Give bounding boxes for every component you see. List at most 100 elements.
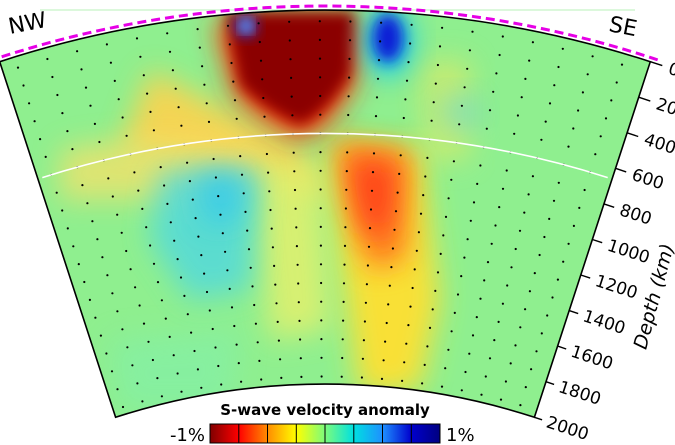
grid-point [343, 263, 346, 266]
grid-point [298, 319, 301, 322]
grid-point [376, 77, 380, 80]
grid-point [423, 363, 426, 366]
grid-point [499, 398, 503, 401]
grid-point [488, 109, 492, 112]
grid-point [440, 385, 444, 388]
grid-point [205, 290, 209, 294]
grid-point [374, 115, 378, 118]
grid-point [295, 226, 298, 229]
grid-point [501, 302, 504, 305]
grid-point [528, 290, 532, 293]
grid-point [230, 306, 234, 309]
grid-point [136, 382, 139, 385]
depth-tick-mark [603, 203, 615, 208]
grid-point [514, 247, 517, 251]
grid-point [394, 210, 398, 213]
grid-point [168, 335, 171, 338]
grid-point [166, 202, 169, 205]
velocity-anomaly-blobs [60, 10, 480, 410]
grid-point [196, 28, 199, 31]
grid-point [160, 395, 163, 398]
grid-point [121, 405, 125, 409]
fast-east-core [373, 14, 403, 62]
grid-point [405, 342, 408, 345]
grid-point [380, 377, 384, 380]
grid-point [379, 40, 382, 43]
grid-point [66, 130, 69, 133]
grid-point [117, 98, 120, 101]
grid-point [468, 49, 471, 52]
grid-point [277, 339, 280, 342]
grid-point [201, 65, 204, 68]
grid-point [348, 57, 351, 61]
grid-point [147, 340, 150, 343]
grid-point [142, 74, 145, 77]
grid-point [524, 77, 527, 80]
grid-point [260, 378, 263, 381]
grid-point [235, 117, 238, 120]
grid-point [279, 358, 282, 361]
depth-tick-label: 1200 [593, 271, 640, 303]
grid-point [111, 195, 114, 198]
grid-point [348, 39, 352, 42]
grid-point [546, 314, 549, 317]
nw-label: NW [6, 8, 49, 40]
grid-point [288, 20, 291, 23]
grid-point [552, 199, 556, 202]
grid-point [81, 184, 84, 187]
depth-tick-mark [557, 345, 567, 350]
grid-point [101, 256, 104, 259]
surface-dashed-line [0, 4, 663, 63]
grid-point [610, 99, 613, 102]
grid-point [409, 305, 412, 308]
grid-point [113, 79, 116, 82]
grid-point [297, 282, 300, 285]
grid-point [556, 278, 560, 281]
grid-point [464, 370, 467, 374]
grid-point [567, 242, 570, 245]
grid-point [319, 76, 322, 79]
grid-point [197, 235, 200, 238]
grid-point [228, 43, 231, 46]
grid-point [393, 228, 396, 231]
grid-point [265, 152, 268, 156]
grid-point [404, 98, 407, 101]
grid-point [372, 152, 376, 155]
grid-point [240, 173, 244, 176]
fast-mid-west-core [195, 170, 245, 225]
grid-point [46, 57, 49, 61]
grid-point [380, 21, 383, 24]
grid-point [444, 367, 447, 370]
grid-point [447, 348, 450, 351]
grid-point [211, 327, 214, 331]
anomaly-field [0, 10, 651, 418]
depth-tick-label: 0 [666, 59, 675, 81]
grid-point [604, 117, 608, 120]
grid-point [152, 262, 156, 265]
grid-point [84, 86, 88, 89]
grid-point [149, 110, 152, 113]
grid-point [230, 61, 233, 65]
grid-point [44, 155, 47, 158]
slow-shallow-core [225, 12, 355, 125]
grid-point [450, 330, 453, 333]
grid-point [319, 151, 322, 154]
grid-point [107, 177, 110, 180]
grid-point [183, 294, 186, 297]
grid-point [237, 362, 240, 365]
grid-point [174, 87, 177, 90]
grid-point [572, 127, 575, 130]
grid-point [567, 145, 570, 148]
grid-point [544, 120, 547, 123]
grid-point [291, 114, 294, 117]
grid-point [66, 227, 69, 230]
grid-point [506, 284, 509, 287]
grid-point [203, 83, 206, 86]
grid-point [319, 188, 322, 191]
grid-point [349, 20, 352, 23]
grid-point [530, 368, 533, 371]
grid-point [415, 249, 418, 252]
grid-point [469, 219, 472, 222]
slow-plume-core [350, 160, 395, 235]
grid-point [83, 280, 86, 284]
